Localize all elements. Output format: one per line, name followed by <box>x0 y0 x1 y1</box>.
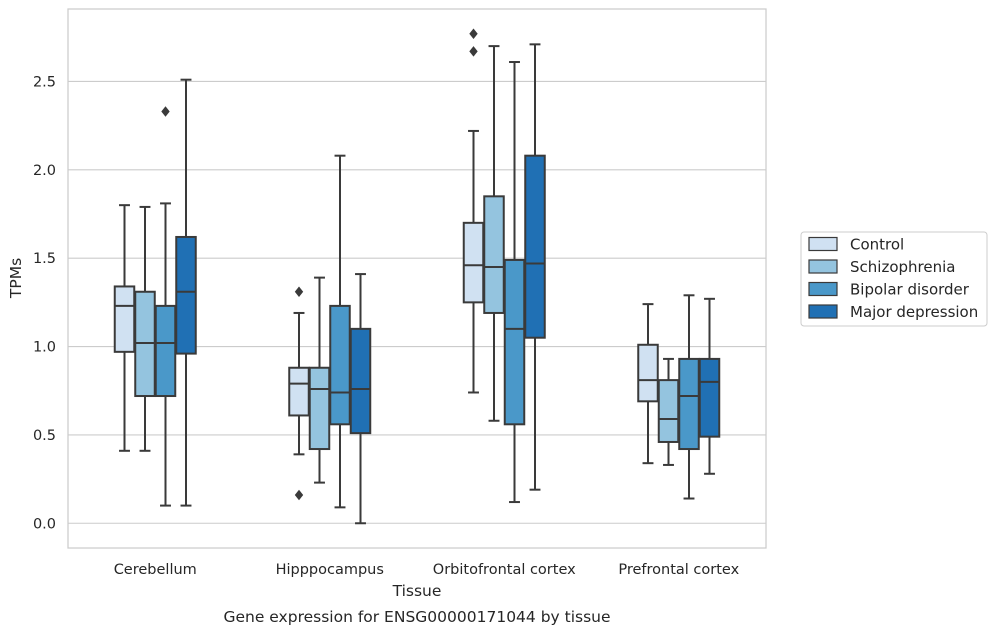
legend-label: Control <box>850 236 904 254</box>
box <box>113 285 136 353</box>
box <box>349 327 372 435</box>
box <box>175 235 197 355</box>
box <box>657 379 680 443</box>
x-tick-label: Prefrontal cortex <box>618 562 739 578</box>
x-axis-label: Tissue <box>392 582 442 600</box>
box <box>503 258 526 426</box>
y-tick-label: 0.0 <box>33 516 56 532</box>
legend-swatch <box>808 259 838 274</box>
box <box>462 221 485 304</box>
legend-swatch <box>808 281 838 297</box>
box <box>637 343 659 403</box>
y-tick-label: 1.0 <box>33 340 56 356</box>
y-tick-label: 2.5 <box>33 74 56 90</box>
x-tick-label: Cerebellum <box>114 562 197 578</box>
y-tick-label: 0.5 <box>33 428 56 444</box>
outlier-point <box>469 28 478 39</box>
outlier-point <box>469 46 478 57</box>
outlier-point <box>294 489 304 501</box>
box-series <box>113 28 721 525</box>
chart-caption: Gene expression for ENSG00000171044 by t… <box>223 608 610 626</box>
box <box>483 195 505 314</box>
legend-label: Bipolar disorder <box>850 281 970 299</box>
plot-area-frame <box>67 8 767 549</box>
box <box>678 357 700 451</box>
box <box>308 366 331 451</box>
box <box>524 154 546 339</box>
box <box>329 304 351 426</box>
y-gridlines <box>68 80 766 524</box>
legend-label: Major depression <box>850 303 978 321</box>
legend-swatch <box>808 236 838 252</box>
y-tick-label: 1.5 <box>33 251 56 267</box>
y-axis-label: TPMs <box>7 258 25 299</box>
box <box>288 366 310 417</box>
legend: Control Schizophrenia Bipolar disorder Majo… <box>800 231 988 327</box>
x-tick-label: Hipppocampus <box>276 562 384 578</box>
legend-frame <box>800 231 988 327</box>
y-tick-label: 2.0 <box>33 163 56 179</box>
outlier-point <box>161 106 170 117</box>
y-tick-labels: 0.0 0.5 1.0 1.5 2.0 2.5 <box>33 74 56 532</box>
outlier-point <box>294 286 304 298</box>
x-tick-labels: Cerebellum Hipppocampus Orbitofrontal cort… <box>114 562 740 578</box>
legend-swatch <box>808 304 838 319</box>
box <box>698 357 721 438</box>
x-tick-label: Orbitofrontal cortex <box>433 562 576 578</box>
legend-label: Schizophrenia <box>850 258 955 276</box>
box <box>154 304 177 398</box>
